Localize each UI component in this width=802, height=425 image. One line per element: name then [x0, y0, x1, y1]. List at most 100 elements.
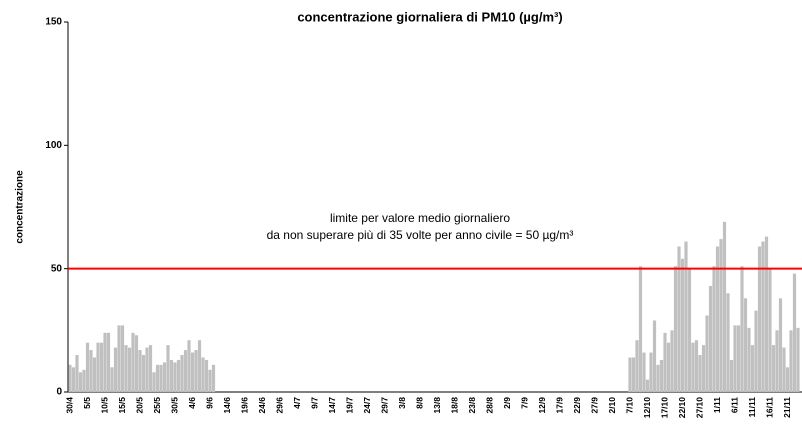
bar [733, 325, 737, 392]
bar [85, 342, 90, 392]
y-tick-label: 50 [51, 263, 63, 274]
bar [764, 236, 769, 392]
x-tick-label: 2/9 [502, 397, 512, 409]
bar [785, 367, 790, 392]
x-tick-label: 10/5 [99, 397, 109, 414]
bar [197, 340, 202, 392]
y-tick-label: 100 [45, 140, 62, 151]
bar [628, 357, 632, 392]
bar [113, 347, 118, 392]
x-tick-label: 12/9 [537, 397, 547, 414]
bar [96, 342, 100, 392]
bar [173, 362, 177, 392]
x-tick-label: 17/10 [659, 397, 669, 419]
bar [663, 332, 667, 392]
bar [208, 369, 212, 392]
bar [635, 340, 639, 392]
annotation: da non superare più di 35 volte per anno… [267, 228, 574, 242]
x-tick-label: 17/9 [554, 397, 564, 414]
x-tick-label: 22/9 [572, 397, 582, 414]
x-tick-label: 6/11 [729, 397, 739, 413]
bar [138, 350, 142, 392]
bar [141, 355, 146, 392]
bar [782, 347, 786, 392]
bar [180, 355, 184, 392]
x-tick-label: 24/7 [362, 397, 372, 414]
bar [750, 345, 755, 392]
x-tick-label: 19/7 [344, 397, 354, 414]
bar [666, 342, 671, 392]
bar [778, 298, 783, 392]
bar [71, 367, 76, 392]
bar [148, 345, 153, 392]
bar [201, 357, 205, 392]
chart-title: concentrazione giornaliera di PM10 (µg/m… [297, 9, 562, 24]
bar [792, 273, 797, 392]
bar [656, 364, 660, 392]
bar [638, 266, 643, 392]
bar [103, 332, 107, 392]
x-tick-label: 14/7 [327, 397, 337, 414]
x-tick-label: 1/11 [712, 397, 722, 413]
bar [99, 342, 104, 392]
x-tick-label: 21/11 [782, 397, 792, 418]
x-tick-label: 3/8 [397, 397, 407, 409]
bar [145, 347, 149, 392]
bar [677, 246, 681, 392]
x-tick-label: 18/8 [449, 397, 459, 414]
bar [757, 246, 762, 392]
x-tick-label: 30/4 [64, 397, 74, 414]
bar [659, 359, 664, 392]
bar [670, 330, 674, 392]
bar [684, 241, 688, 392]
x-tick-label: 29/7 [379, 397, 389, 414]
x-tick-label: 8/8 [414, 397, 424, 409]
bar [642, 352, 646, 392]
bar [768, 268, 772, 392]
y-tick-label: 150 [45, 17, 62, 28]
x-tick-label: 25/5 [152, 397, 162, 414]
x-tick-label: 7/9 [519, 397, 529, 409]
x-tick-label: 15/5 [117, 397, 127, 414]
bar [155, 364, 160, 392]
bar [722, 221, 727, 392]
bar [687, 268, 692, 392]
bar [187, 340, 191, 392]
bar [106, 332, 111, 392]
x-tick-label: 2/10 [607, 397, 617, 414]
x-tick-label: 27/9 [589, 397, 599, 414]
bar [162, 362, 167, 392]
x-tick-label: 4/7 [292, 397, 302, 409]
bar [705, 315, 709, 392]
x-tick-label: 19/6 [239, 397, 249, 414]
x-tick-label: 29/6 [274, 397, 284, 414]
bar [127, 347, 132, 392]
bar [754, 310, 758, 392]
x-tick-label: 30/5 [169, 397, 179, 414]
bar [120, 325, 125, 392]
bar [117, 325, 121, 392]
bar [701, 345, 706, 392]
bar [796, 327, 800, 392]
bar [715, 246, 720, 392]
bar [698, 355, 702, 392]
x-tick-label: 27/10 [694, 397, 704, 419]
bar [68, 364, 72, 392]
x-tick-label: 28/8 [484, 397, 494, 414]
bar [712, 266, 716, 392]
bar [176, 359, 181, 392]
bar [740, 266, 744, 392]
bar [761, 241, 765, 392]
x-tick-label: 9/7 [309, 397, 319, 409]
bar [719, 239, 723, 392]
bar [134, 335, 139, 392]
bar [159, 364, 163, 392]
bar [649, 352, 653, 392]
bar [166, 345, 170, 392]
x-tick-label: 24/6 [257, 397, 267, 414]
x-tick-label: 11/11 [747, 397, 757, 418]
x-tick-label: 16/11 [764, 397, 774, 418]
bar [211, 364, 216, 392]
bar [131, 332, 135, 392]
